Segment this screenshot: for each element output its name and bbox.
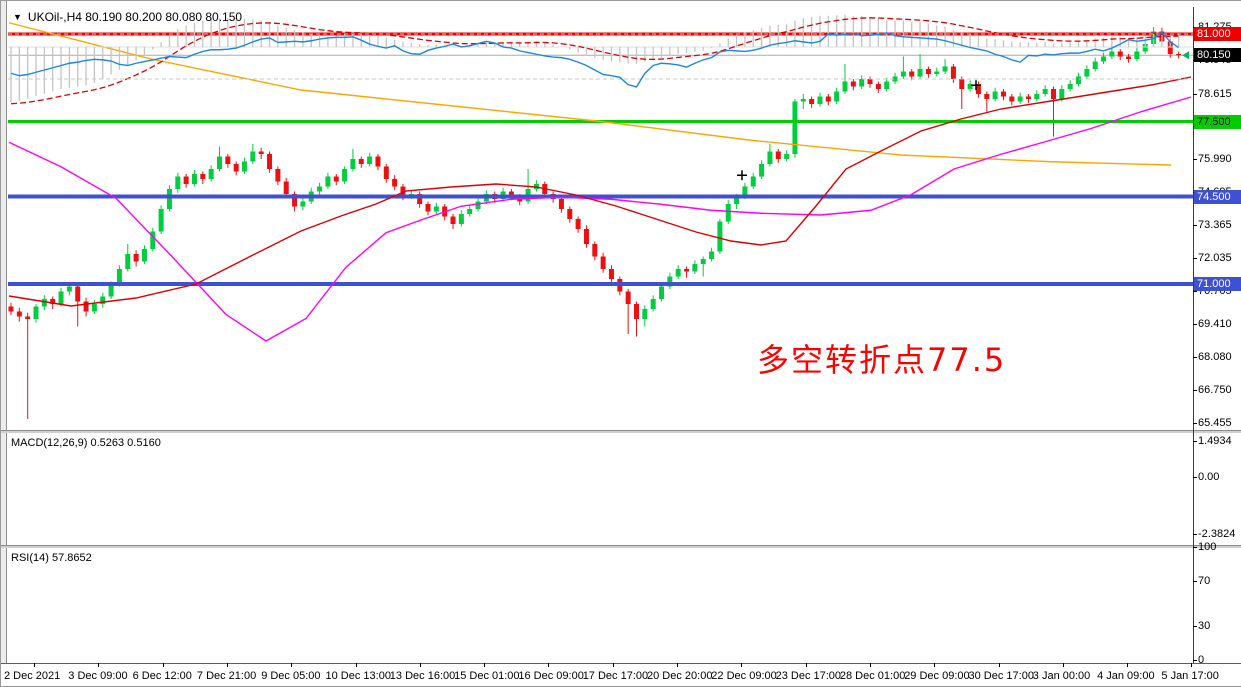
time-tick-label: 22 Dec 09:00 — [711, 670, 777, 682]
time-tick-mark — [869, 663, 871, 667]
price-badge-80.150: 80.150 — [1194, 48, 1241, 63]
rsi-tick-label-mark — [1193, 659, 1197, 661]
price-tick-label: 68.080 — [1198, 351, 1232, 363]
annotation-text: 多空转折点77.5 — [757, 341, 1007, 379]
time-tick-label: 2 Dec 2021 — [4, 670, 61, 682]
time-tick-mark — [805, 663, 807, 667]
time-tick-mark — [484, 663, 486, 667]
price-tick-label-mark — [1193, 357, 1197, 358]
price-badge-74.500: 74.500 — [1194, 189, 1241, 204]
time-tick-mark — [998, 663, 1000, 667]
time-tick-label: 28 Dec 01:00 — [839, 670, 906, 682]
symbol-dropdown-icon[interactable]: ▼ — [13, 12, 22, 22]
rsi-tick-label: 100 — [1198, 541, 1217, 554]
time-tick-mark — [612, 663, 614, 667]
time-tick-mark — [741, 663, 743, 667]
time-tick-mark — [98, 663, 100, 667]
price-tick-label: 73.365 — [1198, 218, 1232, 231]
time-tick-label: 30 Dec 17:00 — [968, 670, 1034, 682]
price-tick-label: 72.035 — [1198, 252, 1232, 265]
price-tick-label-mark — [1193, 323, 1197, 325]
rsi-tick-label: 30 — [1198, 620, 1211, 632]
time-tick-label: 6 Dec 12:00 — [132, 670, 192, 682]
price-tick-label-mark — [1193, 159, 1197, 161]
price-scale-border — [1193, 7, 1194, 663]
time-tick-label: 23 Dec 17:00 — [775, 670, 842, 682]
macd-tick-label-mark — [1193, 477, 1197, 478]
rsi-tick-label: 0 — [1198, 653, 1205, 666]
panel-separator-rsi[interactable] — [1, 545, 1241, 548]
time-tick-mark — [419, 663, 421, 667]
time-tick-label: 15 Dec 01:00 — [454, 670, 520, 682]
macd-tick-label-mark — [1193, 534, 1197, 536]
macd-tick-label: -2.3824 — [1198, 528, 1236, 541]
rsi-panel-canvas[interactable] — [1, 1, 1241, 116]
time-tick-mark — [1191, 663, 1193, 667]
time-tick-label: 29 Dec 09:00 — [904, 670, 970, 682]
panel-separator-macd[interactable] — [1, 430, 1241, 433]
time-tick-label: 4 Jan 09:00 — [1097, 670, 1155, 682]
time-tick-label: 3 Jan 00:00 — [1032, 670, 1091, 682]
price-tick-label-mark — [1193, 224, 1197, 226]
time-tick-mark — [1062, 663, 1064, 667]
rsi-tick-label-mark — [1193, 547, 1197, 549]
time-tick-mark — [677, 663, 678, 667]
time-tick-mark — [34, 663, 35, 667]
time-tick-mark — [291, 663, 293, 667]
rsi-indicator-label: RSI(14) 57.8652 — [11, 552, 92, 564]
price-tick-label: 66.750 — [1198, 384, 1232, 397]
price-tick-label-mark — [1193, 390, 1197, 392]
macd-tick-label: 1.4934 — [1198, 435, 1232, 448]
time-tick-label: 20 Dec 20:00 — [647, 670, 713, 682]
symbol-title: UKOil-,H4 80.190 80.200 80.080 80.150 — [27, 10, 243, 24]
time-tick-mark — [934, 663, 936, 667]
time-tick-label: 9 Dec 05:00 — [261, 670, 321, 682]
price-tick-label: 65.455 — [1198, 416, 1232, 429]
price-tick-label-mark — [1193, 422, 1197, 424]
chart-header: ▼ UKOil-,H4 80.190 80.200 80.080 80.150 — [13, 10, 242, 24]
rsi-tick-label-mark — [1193, 626, 1197, 627]
time-tick-mark — [355, 663, 357, 667]
time-tick-label: 16 Dec 09:00 — [518, 670, 584, 682]
macd-panel-canvas[interactable] — [1, 1, 1241, 115]
rsi-tick-label-mark — [1193, 581, 1197, 582]
time-tick-label: 13 Dec 16:00 — [389, 670, 456, 682]
time-tick-label: 17 Dec 17:00 — [582, 670, 649, 682]
time-tick-mark — [226, 663, 228, 667]
time-tick-label: 3 Dec 09:00 — [68, 670, 128, 682]
price-tick-label-mark — [1193, 93, 1197, 95]
macd-tick-label: 0.00 — [1198, 471, 1220, 483]
time-axis-line — [1, 663, 1241, 664]
window-left-border — [1, 1, 7, 663]
time-tick-label: 10 Dec 13:00 — [325, 670, 391, 682]
time-tick-label: 5 Jan 17:00 — [1161, 670, 1219, 682]
price-tick-label: 78.615 — [1198, 87, 1232, 100]
price-tick-label-mark — [1193, 291, 1197, 293]
price-badge-81.000: 81.000 — [1194, 27, 1241, 41]
time-tick-mark — [548, 663, 550, 667]
macd-indicator-label: MACD(12,26,9) 0.5263 0.5160 — [11, 437, 161, 449]
price-tick-label: 69.410 — [1198, 317, 1232, 330]
time-tick-mark — [1127, 663, 1129, 667]
price-tick-label-mark — [1193, 258, 1197, 260]
time-tick-mark — [162, 663, 164, 667]
macd-tick-label-mark — [1193, 441, 1197, 443]
price-badge-71.000: 71.000 — [1194, 277, 1241, 291]
price-tick-label: 75.990 — [1198, 153, 1232, 166]
price-badge-77.500: 77.500 — [1194, 114, 1241, 129]
rsi-tick-label: 70 — [1198, 575, 1211, 587]
time-tick-label: 7 Dec 21:00 — [196, 670, 257, 682]
